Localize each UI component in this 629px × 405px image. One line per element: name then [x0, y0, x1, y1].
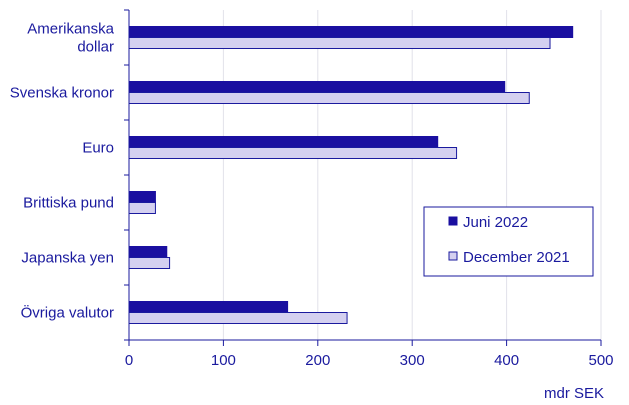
- bar-euro-juni-2022: [128, 136, 439, 148]
- category-label-line: Euro: [82, 140, 114, 157]
- x-tick-label-300: 300: [400, 352, 425, 369]
- gridlines: [222, 10, 602, 340]
- category-label-övriga-valutor: Övriga valutor: [21, 304, 114, 322]
- x-tick-label-100: 100: [211, 352, 236, 369]
- legend-label-december-2021: December 2021: [463, 249, 570, 266]
- bar-amerikanska-dollar-december-2021: [128, 37, 551, 49]
- category-label-line: dollar: [77, 39, 114, 56]
- legend-swatch-juni-2022: [448, 216, 458, 226]
- category-label-euro: Euro: [82, 140, 114, 157]
- axes: [124, 9, 602, 346]
- bar-övriga-valutor-juni-2022: [128, 301, 289, 313]
- bar-svenska-kronor-december-2021: [128, 92, 530, 104]
- category-label-line: Svenska kronor: [10, 85, 114, 102]
- x-tick-label-0: 0: [125, 352, 133, 369]
- category-label-amerikanska-dollar: Amerikanska dollar: [27, 21, 114, 56]
- bar-japanska-yen-december-2021: [128, 257, 171, 269]
- x-tick-labels: 0 100 200 300 400 500: [125, 352, 614, 369]
- bar-brittiska-pund-juni-2022: [128, 191, 156, 203]
- bars: [128, 26, 574, 324]
- category-label-line: Övriga valutor: [21, 304, 114, 322]
- x-tick-label-500: 500: [588, 352, 613, 369]
- category-label-svenska-kronor: Svenska kronor: [10, 85, 114, 102]
- category-label-line: Japanska yen: [21, 250, 114, 267]
- category-label-line: Amerikanska: [27, 21, 114, 38]
- x-tick-label-400: 400: [494, 352, 519, 369]
- category-label-line: Brittiska pund: [23, 195, 114, 212]
- category-label-japanska-yen: Japanska yen: [21, 250, 114, 267]
- bar-brittiska-pund-december-2021: [128, 202, 156, 214]
- bar-amerikanska-dollar-juni-2022: [128, 26, 574, 38]
- legend: Juni 2022 December 2021: [423, 206, 594, 277]
- x-tick-label-200: 200: [305, 352, 330, 369]
- legend-label-juni-2022: Juni 2022: [463, 214, 528, 231]
- x-axis-unit-label: mdr SEK: [544, 385, 604, 402]
- bar-övriga-valutor-december-2021: [128, 312, 348, 324]
- category-labels: Amerikanska dollar Svenska kronor Euro Britt…: [10, 21, 115, 322]
- category-label-brittiska-pund: Brittiska pund: [23, 195, 114, 212]
- bar-japanska-yen-juni-2022: [128, 246, 168, 258]
- bar-svenska-kronor-juni-2022: [128, 81, 506, 93]
- bar-euro-december-2021: [128, 147, 458, 159]
- legend-swatch-december-2021: [448, 251, 458, 261]
